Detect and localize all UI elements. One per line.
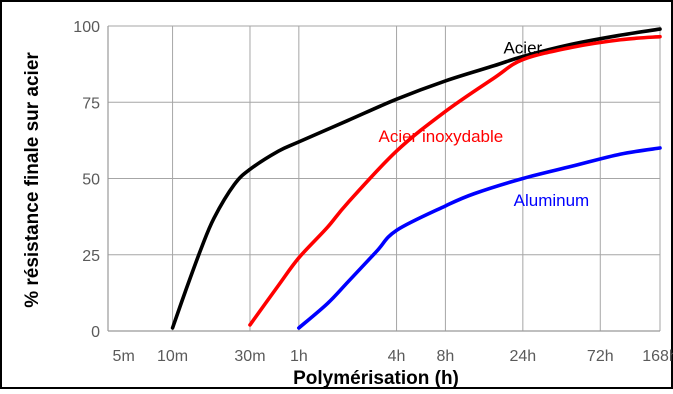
series-label-acier: Acier	[503, 38, 542, 57]
series-line-acier	[170, 27, 662, 330]
y-tick-label: 25	[82, 248, 100, 265]
series-layer	[170, 27, 662, 330]
series-label-aluminum: Aluminum	[514, 191, 590, 210]
y-tick-label: 100	[73, 19, 100, 36]
tick-label-layer: 5m 10m 30m 1h 4h 8h 24h 72h 168h 0 25 50 75 100	[73, 19, 673, 365]
x-tick-label: 24h	[509, 348, 536, 365]
x-tick-label: 1h	[290, 348, 308, 365]
axis-layer	[107, 26, 660, 332]
x-axis-title: Polymérisation (h)	[293, 368, 459, 389]
y-tick-label: 50	[82, 172, 100, 189]
x-tick-label: 4h	[388, 348, 406, 365]
x-tick-label: 5m	[113, 348, 135, 365]
series-label-acier-inoxydable: Acier inoxydable	[378, 127, 503, 146]
x-tick-label: 10m	[157, 348, 188, 365]
y-tick-label: 0	[91, 324, 100, 341]
series-line-acier-inoxydable	[248, 34, 662, 327]
x-tick-label: 168h	[642, 348, 673, 365]
series-line-aluminum	[297, 146, 662, 330]
series-label-layer: Acier Acier inoxydable Aluminum	[378, 38, 589, 210]
x-tick-label: 72h	[587, 348, 614, 365]
x-tick-label: 30m	[234, 348, 265, 365]
y-axis-title: % résistance finale sur acier	[22, 52, 43, 308]
y-tick-label: 75	[82, 95, 100, 112]
x-tick-label: 8h	[437, 348, 455, 365]
